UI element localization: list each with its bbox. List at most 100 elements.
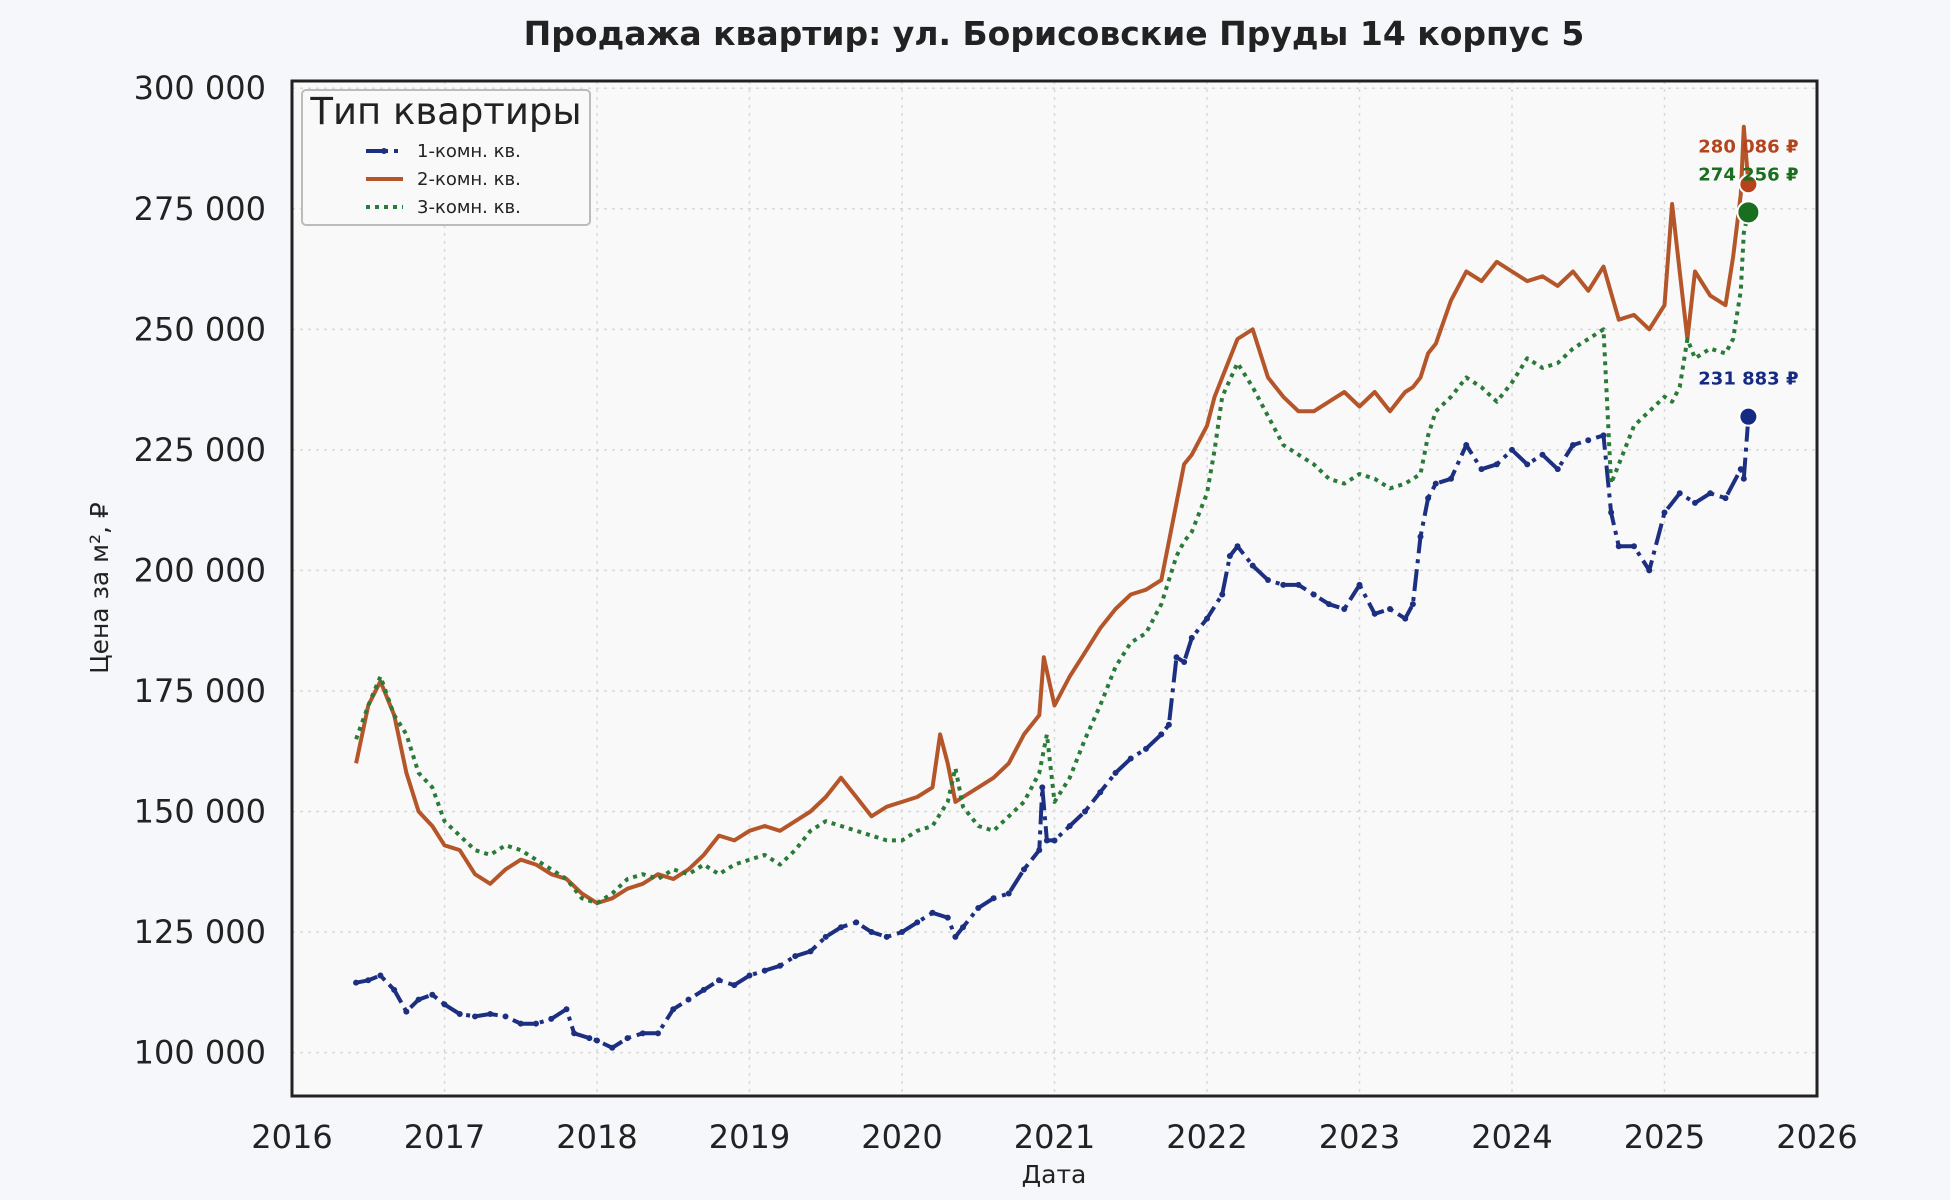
x-tick-label: 2024	[1471, 1118, 1552, 1156]
end-marker	[1736, 200, 1761, 225]
series-point-1	[1204, 615, 1210, 622]
series-point-1	[1043, 837, 1050, 844]
series-point-1	[1112, 769, 1119, 776]
series-point-1	[1127, 755, 1134, 762]
series-point-1	[853, 919, 860, 926]
series-point-1	[685, 996, 692, 1003]
series-point-1	[960, 924, 966, 931]
end-value-label: 274 256 ₽	[1698, 164, 1798, 185]
series-point-1	[1387, 605, 1393, 612]
series-point-1	[1326, 601, 1332, 608]
series-point-1	[807, 948, 814, 955]
series-point-1	[1737, 466, 1744, 473]
y-tick-label: 250 000	[134, 310, 266, 348]
series-point-1	[1448, 475, 1454, 482]
y-tick-label: 225 000	[134, 431, 266, 469]
series-point-1	[377, 972, 384, 979]
series-point-1	[746, 972, 753, 979]
series-point-1	[1509, 446, 1515, 453]
x-axis: 2016 2017 2018 2019 2020 2021 2022 2023 2024 2025…	[251, 1118, 1857, 1156]
series-point-1	[1165, 721, 1172, 728]
series-point-1	[975, 904, 982, 911]
series-point-1	[1356, 581, 1363, 588]
series-point-1	[1463, 442, 1470, 449]
series-point-1	[1226, 552, 1233, 559]
legend: Тип квартиры 1-комн. кв. 2-комн. кв. 3-ком…	[301, 89, 591, 226]
legend-label: 2-комн. кв.	[417, 169, 521, 190]
x-tick-label: 2021	[1014, 1118, 1095, 1156]
series-point-1	[990, 895, 997, 902]
y-tick-label: 275 000	[134, 190, 266, 228]
y-axis: 100 000 125 000 150 000 175 000 200 000 225 0…	[134, 69, 266, 1071]
series-point-1	[1570, 442, 1576, 449]
series-point-1	[1066, 822, 1073, 829]
x-tick-label: 2023	[1319, 1118, 1400, 1156]
series-point-1	[914, 919, 921, 926]
x-tick-label: 2017	[404, 1118, 485, 1156]
x-tick-label: 2026	[1776, 1118, 1857, 1156]
series-point-1	[441, 1001, 448, 1008]
legend-label: 3-комн. кв.	[417, 197, 521, 218]
legend-title: Тип квартиры	[309, 90, 581, 133]
x-tick-label: 2022	[1166, 1118, 1247, 1156]
series-point-1	[899, 929, 905, 936]
y-tick-label: 300 000	[134, 69, 266, 107]
series-point-1	[1039, 784, 1046, 791]
series-point-1	[609, 1044, 616, 1051]
series-point-1	[1402, 615, 1409, 622]
plot-frame	[290, 79, 1819, 1098]
series-point-1	[1234, 543, 1241, 550]
series-point-1	[1600, 432, 1607, 439]
series-point-1	[1409, 601, 1416, 608]
series-layer	[353, 124, 1752, 1051]
series-point-1	[472, 1013, 478, 1020]
end-marker	[1738, 406, 1759, 427]
series-point-1	[415, 996, 422, 1003]
series-point-1	[502, 1013, 509, 1020]
series-line-2	[354, 124, 1751, 906]
end-marker	[1738, 174, 1759, 195]
series-point-1	[624, 1035, 631, 1042]
series-point-1	[456, 1011, 463, 1018]
series-point-1	[670, 1006, 677, 1013]
series-point-1	[1158, 731, 1165, 738]
series-point-1	[391, 986, 398, 993]
series-point-1	[403, 1008, 410, 1015]
y-tick-label: 100 000	[134, 1034, 266, 1072]
series-point-1	[1493, 461, 1500, 468]
legend-label: 1-комн. кв.	[417, 141, 521, 162]
series-point-1	[365, 977, 372, 984]
series-point-1	[1692, 499, 1698, 506]
series-point-1	[761, 967, 768, 974]
series-point-1	[1478, 466, 1485, 473]
legend-swatch-marker	[381, 148, 387, 154]
series-point-1	[1539, 451, 1546, 458]
series-point-1	[586, 1035, 593, 1042]
series-point-1	[952, 933, 959, 940]
series-point-1	[1707, 490, 1714, 497]
series-point-1	[1181, 659, 1188, 666]
series-point-1	[571, 1030, 578, 1037]
series-point-1	[1676, 490, 1683, 497]
y-tick-label: 175 000	[134, 672, 266, 710]
series-point-1	[777, 962, 783, 969]
series-point-1	[1615, 543, 1622, 550]
y-tick-label: 200 000	[134, 551, 266, 589]
chart-title: Продажа квартир: ул. Борисовские Пруды 1…	[524, 14, 1585, 53]
series-point-1	[1425, 495, 1432, 502]
series-point-1	[1219, 591, 1226, 598]
x-tick-label: 2020	[861, 1118, 942, 1156]
series-point-1	[1432, 480, 1439, 487]
series-point-1	[929, 909, 936, 916]
series-point-1	[838, 924, 844, 931]
series-point-1	[1036, 847, 1043, 854]
end-value-label: 231 883 ₽	[1698, 369, 1798, 390]
legend-box	[301, 89, 591, 226]
series-point-1	[822, 933, 829, 940]
series-point-1	[563, 1006, 570, 1013]
series-point-1	[944, 914, 951, 921]
series-point-1	[487, 1011, 494, 1018]
series-point-1	[1740, 475, 1747, 482]
series-point-1	[1051, 837, 1058, 844]
series-point-1	[716, 977, 722, 984]
